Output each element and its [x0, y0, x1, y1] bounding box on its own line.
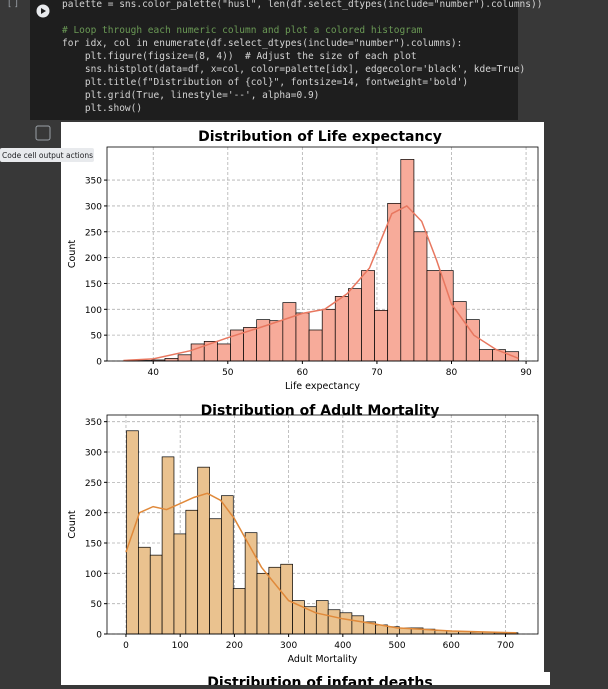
y-tick-label: 150 — [85, 540, 102, 550]
x-tick-label: 700 — [497, 641, 514, 651]
y-tick-label: 0 — [96, 358, 102, 368]
code-line: plt.show() — [62, 103, 142, 114]
bar — [413, 231, 428, 362]
bar — [197, 466, 210, 635]
tooltip — [0, 148, 94, 162]
axes-frame — [106, 146, 539, 362]
code-line: plt.title(f"Distribution of {col}", font… — [62, 77, 468, 88]
x-tick-label: 40 — [148, 368, 160, 378]
y-tick-label: 250 — [85, 228, 102, 238]
bar — [374, 309, 389, 362]
bar — [173, 533, 187, 635]
x-axis-label: Adult Mortality — [288, 654, 358, 665]
code-line: sns.histplot(data=df, x=col, color=palet… — [62, 64, 525, 75]
bar — [232, 588, 246, 635]
bar — [138, 546, 151, 635]
output-edge — [544, 672, 550, 685]
x-tick-label: 90 — [520, 368, 532, 378]
bar — [221, 495, 234, 635]
bar — [400, 159, 415, 362]
tooltip-text: Code cell output actions — [2, 151, 93, 160]
bar — [339, 612, 353, 635]
chart-title: Distribution of infant deaths — [207, 675, 432, 685]
bar — [217, 343, 231, 362]
code-line: # Loop through each numeric column and p… — [62, 25, 423, 36]
chart-title: Distribution of Life expectancy — [198, 129, 442, 145]
y-tick-label: 150 — [85, 280, 102, 290]
bar — [327, 609, 341, 635]
x-tick-label: 300 — [280, 641, 297, 651]
run-indicator: [ ] — [8, 0, 18, 9]
bar — [177, 354, 192, 362]
bar — [256, 572, 270, 635]
bar — [149, 554, 163, 635]
x-tick-label: 50 — [222, 368, 234, 378]
bar — [282, 302, 297, 362]
y-tick-label: 250 — [85, 479, 102, 489]
y-tick-label: 100 — [85, 306, 102, 316]
x-tick-label: 60 — [297, 368, 309, 378]
bar — [439, 270, 454, 362]
bar — [161, 456, 175, 635]
code-line: for idx, col in enumerate(df.select_dtyp… — [62, 38, 462, 49]
x-tick-label: 0 — [123, 641, 129, 651]
code-cell — [30, 0, 518, 120]
y-tick-label: 300 — [85, 202, 102, 212]
x-tick-label: 70 — [371, 368, 383, 378]
kde-line — [125, 492, 517, 634]
x-axis-label: Life expectancy — [285, 381, 360, 392]
code-line: palette = sns.color_palette("husl", len(… — [62, 0, 542, 10]
y-axis-label: Count — [67, 510, 78, 538]
y-tick-label: 100 — [85, 570, 102, 580]
charts: Distribution of Life expectancy 0 50 100 150… — [67, 129, 539, 689]
bar — [465, 319, 480, 362]
kde-line — [123, 204, 519, 362]
x-tick-label: 200 — [226, 641, 243, 651]
y-tick-label: 350 — [85, 177, 102, 187]
code-lines: palette = sns.color_palette("husl", len(… — [62, 0, 542, 114]
bar — [269, 320, 284, 362]
bar — [348, 288, 362, 362]
code-line: plt.figure(figsize=(8, 4)) # Adjust the … — [62, 51, 417, 62]
y-tick-label: 350 — [85, 418, 102, 428]
bar — [426, 270, 441, 362]
axes-frame — [106, 414, 539, 635]
bar — [479, 349, 493, 362]
output-actions-button[interactable] — [35, 125, 51, 141]
y-tick-label: 50 — [91, 332, 103, 342]
bar — [295, 312, 310, 362]
y-tick-label: 200 — [85, 254, 102, 264]
bar — [351, 615, 365, 635]
y-tick-label: 300 — [85, 449, 102, 459]
x-tick-label: 500 — [388, 641, 405, 651]
x-tick-label: 80 — [446, 368, 458, 378]
bar — [308, 329, 323, 362]
bar — [209, 518, 222, 635]
bar — [361, 270, 375, 362]
bar — [268, 566, 282, 635]
x-tick-label: 100 — [172, 641, 189, 651]
y-tick-label: 200 — [85, 509, 102, 519]
y-tick-label: 50 — [91, 600, 103, 610]
bar — [334, 296, 349, 362]
bar — [321, 308, 336, 362]
x-tick-label: 600 — [443, 641, 460, 651]
bar — [185, 509, 199, 635]
x-tick-label: 400 — [334, 641, 351, 651]
chart-title: Distribution of Adult Mortality — [201, 403, 440, 419]
code-line: plt.grid(True, linestyle='--', alpha=0.9… — [62, 90, 319, 101]
y-axis-label: Count — [67, 240, 78, 268]
run-icon — [41, 8, 46, 14]
y-tick-label: 0 — [96, 631, 102, 641]
bar — [387, 202, 402, 362]
bar — [315, 600, 329, 635]
